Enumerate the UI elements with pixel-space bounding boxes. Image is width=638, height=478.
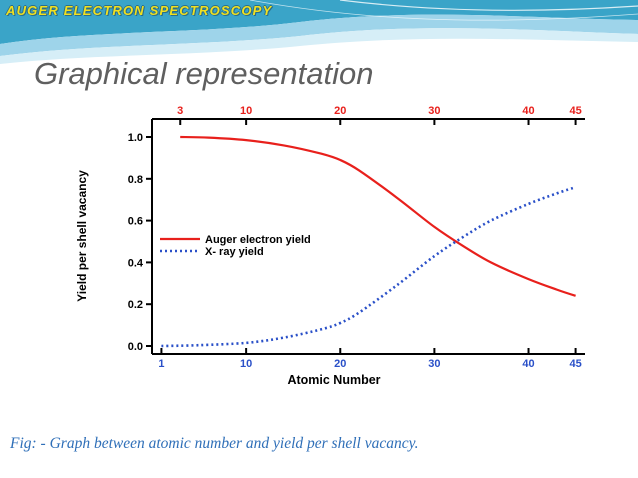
banner-title: AUGER ELECTRON SPECTROSCOPY xyxy=(6,3,273,18)
x-tick-label-top: 20 xyxy=(334,105,346,117)
x-ticks-bottom: 1 10 20 30 40 45 xyxy=(158,348,582,370)
y-tick-label: 0.6 xyxy=(128,216,143,228)
xray-yield-line xyxy=(161,185,576,348)
y-tick-label: 0.0 xyxy=(128,341,143,353)
auger-yield-line xyxy=(180,135,576,297)
chart-svg: 0.0 0.2 0.4 0.6 0.8 1.0 1 10 20 30 40 45 3 10 20 30 40… xyxy=(75,105,585,387)
y-tick-label: 0.4 xyxy=(128,257,144,269)
legend-label: X- ray yield xyxy=(205,246,264,258)
y-axis-title: Yield per shell vacancy xyxy=(75,170,89,302)
header-banner xyxy=(0,0,638,70)
y-ticks: 0.0 0.2 0.4 0.6 0.8 1.0 xyxy=(128,132,152,353)
y-tick-label: 0.2 xyxy=(128,299,143,311)
x-tick-label-top: 45 xyxy=(569,105,581,117)
x-tick-label-bottom: 40 xyxy=(522,358,534,370)
x-tick-label-bottom: 10 xyxy=(240,358,252,370)
x-axis-title: Atomic Number xyxy=(287,373,380,387)
x-tick-label-top: 3 xyxy=(177,105,183,117)
x-tick-label-bottom: 1 xyxy=(158,358,164,370)
x-tick-label-top: 10 xyxy=(240,105,252,117)
y-tick-label: 1.0 xyxy=(128,132,143,144)
x-tick-label-top: 40 xyxy=(522,105,534,117)
x-tick-label-bottom: 20 xyxy=(334,358,346,370)
x-ticks-top: 3 10 20 30 40 45 xyxy=(177,105,582,125)
series-layer xyxy=(161,135,576,348)
plot-frame xyxy=(151,118,585,355)
legend-label: Auger electron yield xyxy=(205,234,311,246)
y-tick-label: 0.8 xyxy=(128,174,143,186)
x-tick-label-top: 30 xyxy=(428,105,440,117)
figure-caption: Fig: - Graph between atomic number and y… xyxy=(10,435,419,452)
x-tick-label-bottom: 30 xyxy=(428,358,440,370)
x-tick-label-bottom: 45 xyxy=(569,358,581,370)
chart-panel: 0.0 0.2 0.4 0.6 0.8 1.0 1 10 20 30 40 45 3 10 20 30 40… xyxy=(50,96,595,388)
slide-heading: Graphical representation xyxy=(34,56,374,91)
